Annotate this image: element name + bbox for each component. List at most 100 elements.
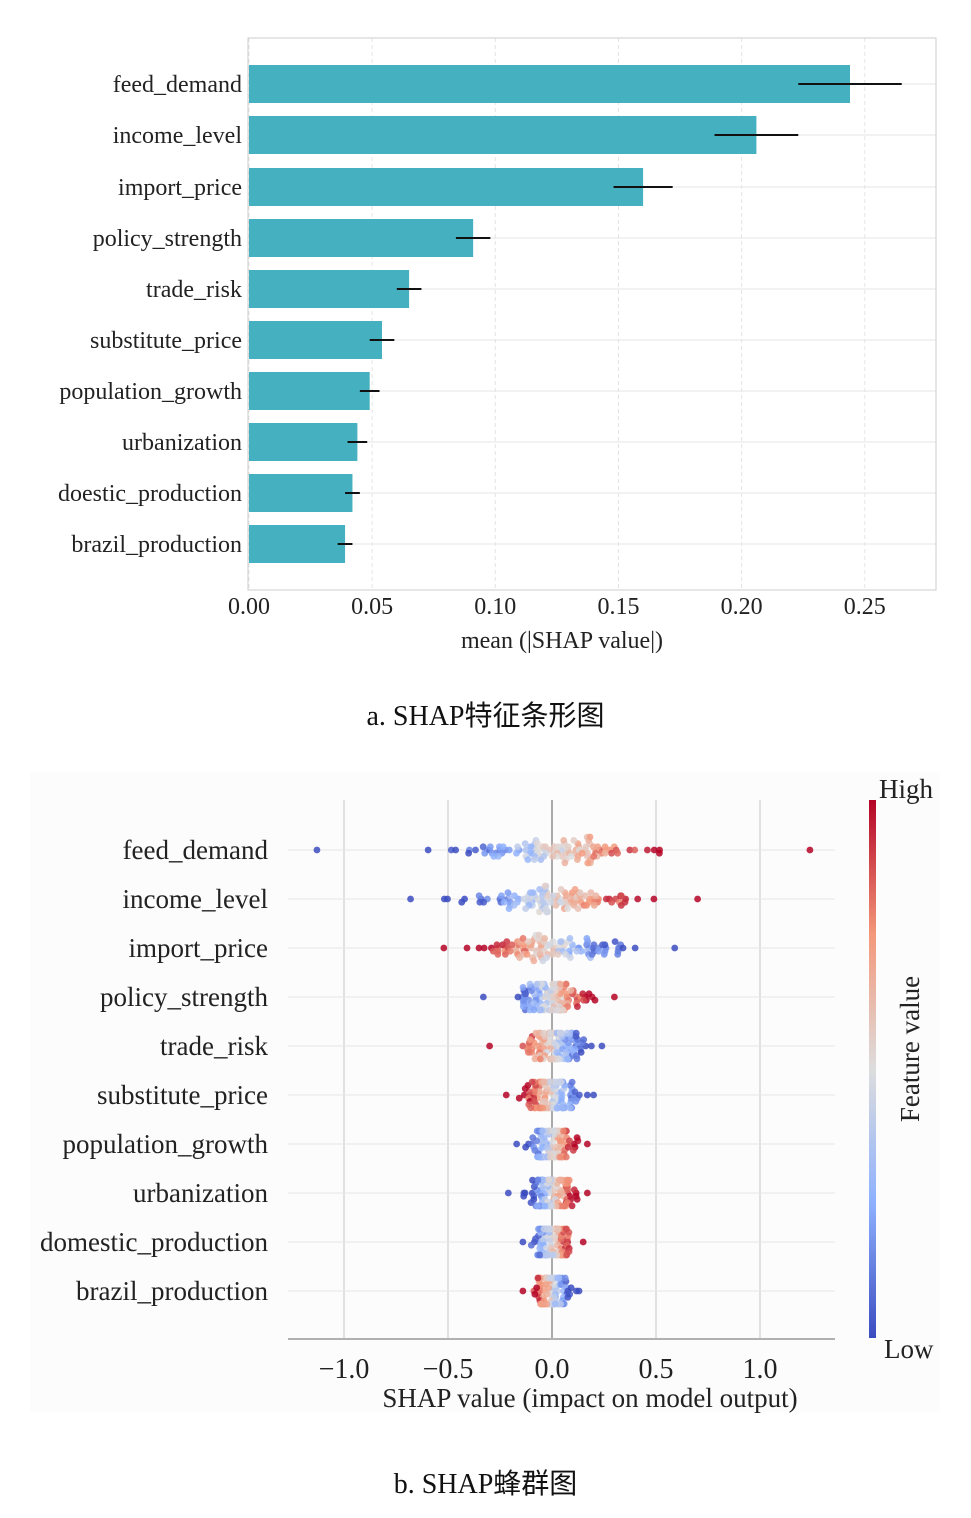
swarm-dot [554, 1225, 562, 1233]
swarm-dot [475, 944, 483, 952]
swarm-dot [562, 951, 570, 958]
bar-label-doestic_production: doestic_production [58, 481, 242, 507]
swarm-dot [608, 898, 616, 906]
swarm-dot [587, 889, 595, 896]
swarm-label-trade_risk: trade_risk [160, 1031, 268, 1061]
swarm-dot [583, 935, 591, 942]
swarm-dot [526, 1036, 534, 1043]
swarm-dot [569, 1147, 577, 1154]
swarm-dot [557, 938, 565, 945]
swarm-dot [534, 1202, 541, 1210]
bar-label-feed_demand: feed_demand [113, 72, 242, 98]
swarm-dot [573, 1055, 581, 1063]
swarm-dot [525, 938, 532, 945]
swarm-label-income_level: income_level [123, 884, 268, 914]
swarm-dot [583, 902, 590, 909]
swarm-dot [530, 856, 538, 863]
swarm-dot [520, 895, 528, 903]
swarm-dot [561, 859, 569, 867]
swarm-dot [522, 1143, 530, 1151]
swarm-label-population_growth: population_growth [63, 1129, 269, 1159]
swarm-dot [634, 895, 642, 903]
swarm-dot [472, 846, 479, 854]
swarm-dot [548, 1202, 556, 1210]
swarm-x-tick-label: 1.0 [743, 1354, 778, 1385]
swarm-dot [548, 1006, 555, 1014]
bar-label-population_growth: population_growth [59, 379, 242, 405]
bar-label-brazil_production: brazil_production [71, 532, 242, 558]
swarm-dot [505, 905, 513, 912]
swarm-dot [587, 1042, 595, 1050]
swarm-x-tick-label: −1.0 [319, 1354, 370, 1385]
swarm-dot [631, 944, 639, 952]
bar-substitute_price [249, 321, 383, 359]
swarm-dot [532, 1235, 539, 1243]
swarm-dot [574, 905, 582, 912]
swarm-dot [584, 859, 592, 867]
swarm-dot [524, 856, 532, 863]
swarm-dot [505, 846, 513, 854]
swarm-dot [556, 1153, 564, 1161]
bar-population_growth [249, 372, 370, 410]
swarm-dot [542, 1251, 550, 1259]
swarm-dot [519, 935, 527, 942]
swarm-dot [570, 1186, 578, 1194]
swarm-dot [549, 853, 557, 860]
swarm-dot [564, 1143, 572, 1151]
swarm-dot [549, 951, 557, 958]
swarm-dot [481, 849, 489, 857]
swarm-dot [528, 1078, 536, 1086]
swarm-dot [617, 902, 625, 909]
swarm-dot [501, 951, 509, 958]
swarm-dot [563, 1029, 571, 1037]
swarm-dot [529, 1176, 536, 1184]
swarm-dot [599, 941, 606, 949]
swarm-dot [631, 846, 639, 854]
swarm-dot [519, 1287, 527, 1295]
swarm-dot [510, 902, 518, 909]
bar-policy_strength [249, 219, 474, 257]
swarm-dot [486, 1042, 493, 1050]
swarm-dot [555, 1176, 563, 1184]
swarm-dot [533, 980, 541, 988]
swarm-dot [540, 1225, 548, 1233]
swarm-dot [545, 1225, 553, 1233]
swarm-dot [601, 843, 609, 851]
swarm-dot [580, 996, 588, 1004]
swarm-y-tick-labels: feed_demand income_level import_pricepolic… [40, 835, 268, 1306]
bar-label-policy_strength: policy_strength [93, 226, 242, 252]
bar-y-tick-labels: feed_demand income_level import_pricepolic… [58, 72, 242, 558]
swarm-dot [559, 1006, 567, 1014]
swarm-dot [619, 944, 627, 952]
swarm-dot [539, 1127, 547, 1135]
swarm-dot [407, 895, 414, 903]
bar-x-tick-labels: 0.00 0.05 0.10 0.15 0.20 0.25 [228, 594, 886, 620]
bar-bars [249, 65, 902, 563]
swarm-dot [562, 1225, 570, 1233]
swarm-dot [540, 1078, 548, 1086]
swarm-dot [590, 902, 598, 909]
swarm-dot [523, 951, 531, 958]
swarm-dot [655, 849, 663, 857]
swarm-dot [536, 1251, 544, 1259]
bar-label-substitute_price: substitute_price [90, 328, 242, 354]
swarm-label-brazil_production: brazil_production [76, 1276, 268, 1306]
swarm-dot [458, 898, 466, 906]
swarm-dot [527, 1241, 535, 1249]
swarm-dots [313, 833, 814, 1308]
swarm-dot [531, 1147, 539, 1154]
swarm-dot [556, 1078, 564, 1086]
swarm-dot [541, 1202, 549, 1210]
swarm-dot [541, 935, 548, 942]
bar-label-trade_risk: trade_risk [146, 277, 242, 303]
swarm-dot [563, 1251, 571, 1259]
swarm-x-tick-label: 0.0 [535, 1354, 570, 1385]
swarm-dot [538, 1300, 546, 1308]
colorbar-low-label: Low [884, 1334, 934, 1364]
swarm-dot [568, 1078, 576, 1086]
swarm-dot [570, 837, 578, 844]
swarm-dot [576, 889, 584, 896]
shap-bar-chart: feed_demand income_level import_pricepolic… [58, 37, 937, 654]
colorbar-high-label: High [879, 774, 934, 804]
swarm-dot [558, 1029, 565, 1037]
